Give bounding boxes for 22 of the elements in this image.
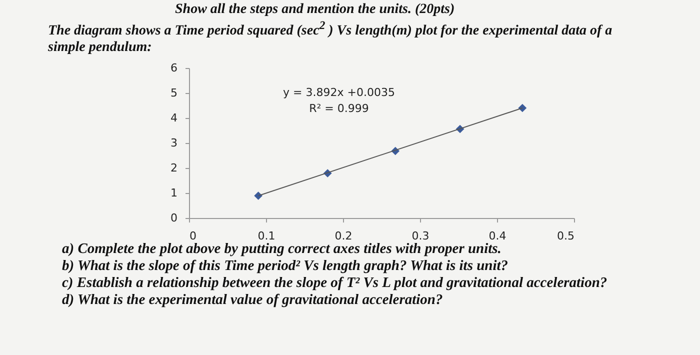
x-tick-label: 0.3 [412,229,430,242]
x-tick-label: 0.1 [258,229,276,242]
y-tick-label: 2 [170,161,178,174]
x-tick-label: 0 [190,229,196,242]
y-tick-label: 4 [170,111,178,124]
y-tick-label: 6 [170,61,178,74]
y-tick-label: 5 [170,86,178,100]
x-tick-label: 0.5 [557,229,574,242]
text: d) What is the experimental value of gravitational acceleration? [62,292,444,309]
text: a) Complete the plot above by putting correct axes titles with proper units. [62,240,502,258]
y-tick-label: 0 [170,211,178,224]
annotation: y = 3.892x +0.0035 [283,86,395,99]
y-tick-label: 3 [170,136,178,150]
point [518,103,527,112]
text: c) Establish a relationship between the slope of T² Vs L plot and gravitational acceleration? [62,274,608,292]
y-tick-label: 1 [170,186,178,200]
x-tick-label: 0.4 [488,229,506,242]
x-tick-label: 0.2 [334,229,352,242]
chart-title: The diagram shows a Time period squared (sec$^{2}$ ) Vs length(m) plot for the experimental data of a simple pendulum: [48,19,612,55]
text: Show all the steps and mention the units. (20pts) [174,1,456,18]
annotation: R² = 0.999 [309,102,369,115]
text: b) What is the slope of this Time period² Vs length graph? What is its unit? [62,258,510,275]
